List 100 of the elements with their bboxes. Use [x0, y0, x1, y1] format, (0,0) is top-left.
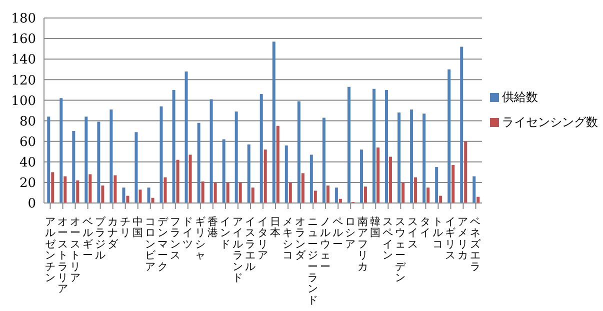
bar [472, 176, 476, 203]
bar [251, 188, 254, 203]
bar [84, 116, 88, 203]
x-tick-label: ベネズエラ [470, 216, 482, 273]
x-tick-label: ニュージーランド [308, 216, 319, 306]
bar [214, 182, 217, 203]
x-tick-label: スウェーデン [395, 216, 408, 284]
x-tick-label: ロシア [345, 216, 356, 250]
x-tick-label: タイ [420, 216, 432, 240]
bar [297, 101, 300, 203]
bar [372, 88, 376, 203]
bar [147, 188, 150, 203]
bar [264, 150, 267, 203]
y-tick-label: 40 [19, 156, 36, 171]
bar [460, 46, 464, 203]
legend-label: ライセンシング数 [502, 114, 598, 130]
bar [64, 176, 67, 203]
bar [276, 126, 280, 203]
x-tick-label: ギリシャ [194, 216, 206, 262]
x-tick-label: ブラジル [94, 215, 107, 262]
bar [184, 71, 188, 203]
x-tick-label: デンマーク [157, 216, 170, 273]
bar [176, 160, 180, 203]
bar [238, 182, 242, 203]
x-tick-label: アイルランド [232, 216, 244, 284]
bar [284, 145, 288, 203]
bar [126, 196, 130, 203]
bar [385, 90, 388, 203]
x-tick-label: ドイツ [182, 216, 194, 250]
bar [452, 164, 455, 203]
bar [435, 167, 438, 203]
bar [414, 177, 418, 203]
bar [272, 42, 276, 203]
bar [448, 69, 451, 203]
bar [464, 141, 468, 203]
bar [188, 154, 192, 203]
x-tick-label: オーストリア [70, 216, 81, 284]
x-tick-label: 韓国 [370, 215, 382, 240]
bar [334, 188, 338, 203]
bar [226, 182, 230, 203]
bar [247, 144, 250, 203]
x-tick-label: 日本 [270, 216, 282, 240]
bar [402, 182, 405, 203]
bar [347, 86, 350, 203]
bar [410, 109, 414, 203]
bar [364, 186, 367, 203]
bar [398, 112, 401, 203]
bar [201, 181, 204, 203]
bar [326, 186, 330, 203]
bar [88, 174, 92, 203]
x-tick-label: スペイン [382, 216, 394, 262]
bar [389, 156, 392, 203]
legend-label: 供給数 [502, 88, 538, 106]
bar [47, 116, 50, 203]
x-tick-label: イタリア [258, 216, 268, 262]
bar [234, 112, 238, 203]
bar [288, 182, 292, 203]
bar [301, 173, 304, 203]
bar [101, 186, 104, 203]
x-tick-label: メキシコ [282, 216, 294, 262]
bar [60, 98, 63, 203]
bar [97, 122, 100, 203]
x-tick-label: ベルギー [82, 216, 94, 262]
y-tick-label: 80 [19, 114, 36, 130]
x-tick-label: スイス [408, 216, 419, 250]
x-tick-label: インド [220, 216, 231, 250]
x-tick-label: オランダ [295, 216, 308, 262]
bar [197, 122, 200, 203]
x-tick-label: 南アフリカ [358, 215, 369, 273]
y-tick-label: 0 [28, 196, 36, 212]
x-tick-label: カナダ [107, 216, 120, 250]
bar [114, 175, 117, 203]
y-tick-label: 20 [19, 176, 36, 192]
bar [322, 118, 326, 203]
x-tick-label: オーストラリア [57, 216, 68, 296]
x-tick-label: ノルウェー [320, 216, 332, 273]
bar [122, 188, 126, 203]
x-tick-label: 中国 [132, 215, 144, 240]
bar [422, 114, 426, 203]
y-tick-label: 160 [11, 32, 36, 48]
bar [51, 172, 54, 203]
y-tick-label: 60 [19, 134, 36, 150]
x-tick-label: コロンビア [144, 216, 157, 273]
x-tick-label: ペルー [332, 216, 344, 250]
y-tick-label: 180 [11, 12, 36, 27]
bar [160, 106, 163, 203]
bar [260, 94, 263, 203]
bar [310, 154, 313, 203]
bar [222, 139, 226, 203]
bar [439, 196, 442, 203]
x-tick-label: アメリカ [458, 216, 469, 262]
bar [138, 190, 142, 203]
bar [72, 131, 76, 203]
x-tick-label: イギリス [445, 216, 456, 262]
x-tick-label: アルゼンチン [44, 216, 57, 284]
bar [210, 99, 213, 203]
x-tick-label: 香港 [207, 215, 218, 240]
bar [172, 90, 176, 203]
x-tick-label: トルコ [432, 216, 444, 250]
bar [164, 177, 167, 203]
